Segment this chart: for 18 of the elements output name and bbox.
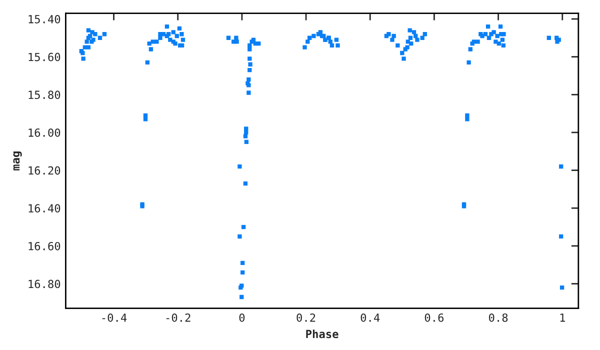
x-tick-label: -0.4 (102, 313, 127, 322)
x-tick-label: 0 (239, 313, 245, 322)
x-tick-label: 0.2 (296, 313, 316, 322)
x-tick-label: 0.4 (360, 313, 380, 322)
x-tick-label: 0.8 (488, 313, 508, 322)
x-tick-label: 1 (560, 314, 565, 322)
y-tick-label: 15.80 (28, 90, 60, 100)
y-tick-label: 15.40 (28, 14, 60, 24)
x-tick-label: 0.6 (424, 313, 444, 322)
y-tick-label: 16.00 (28, 128, 60, 137)
y-tick-label: 16.60 (28, 242, 60, 250)
x-axis-title: Phase (306, 330, 338, 338)
y-tick-label: 16.80 (28, 280, 60, 288)
y-axis-title: mag (13, 152, 22, 170)
y-tick-label: 16.40 (28, 204, 60, 213)
y-tick-label: 16.20 (28, 166, 60, 175)
x-tick-label: -0.2 (166, 313, 190, 322)
y-tick-label: 15.60 (28, 52, 60, 62)
